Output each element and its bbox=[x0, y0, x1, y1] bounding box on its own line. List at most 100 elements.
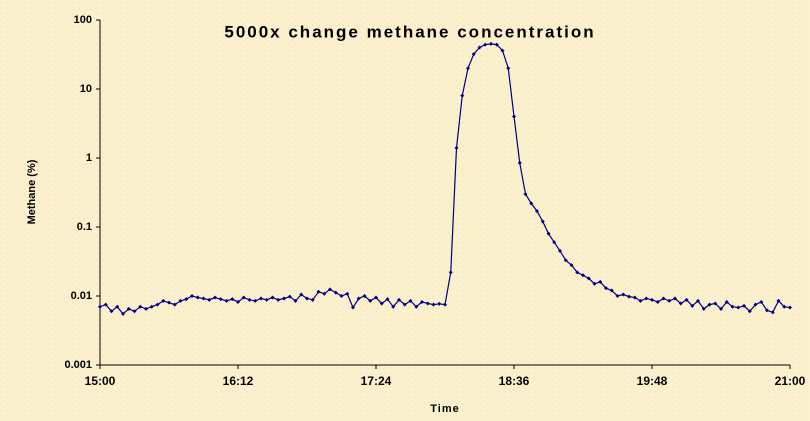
data-point bbox=[138, 304, 143, 309]
data-point bbox=[604, 286, 608, 291]
data-point bbox=[609, 288, 614, 293]
data-point bbox=[581, 273, 585, 278]
x-axis-label: Time bbox=[430, 403, 459, 415]
y-tick-label: 0.01 bbox=[71, 290, 92, 302]
data-point bbox=[443, 302, 447, 307]
data-point bbox=[546, 231, 551, 236]
data-point bbox=[126, 306, 131, 311]
data-point bbox=[747, 309, 752, 314]
data-point bbox=[287, 294, 292, 299]
data-point bbox=[753, 302, 758, 307]
data-point bbox=[690, 303, 695, 308]
data-point bbox=[339, 294, 344, 298]
data-point bbox=[661, 296, 666, 301]
data-point bbox=[149, 304, 154, 309]
data-point bbox=[345, 291, 350, 296]
data-point bbox=[207, 297, 212, 302]
y-tick-label: 0.1 bbox=[77, 221, 92, 233]
data-point bbox=[178, 298, 183, 303]
data-point bbox=[385, 297, 390, 302]
data-point bbox=[759, 299, 764, 304]
data-point bbox=[420, 299, 424, 304]
data-point bbox=[356, 296, 361, 301]
data-point bbox=[374, 295, 378, 300]
data-point bbox=[569, 263, 574, 268]
data-point bbox=[259, 296, 263, 301]
data-point bbox=[218, 297, 223, 302]
data-point bbox=[322, 291, 327, 296]
data-point bbox=[770, 310, 775, 315]
data-point bbox=[425, 301, 430, 306]
data-point bbox=[592, 281, 597, 286]
data-point bbox=[155, 302, 160, 307]
data-point bbox=[506, 66, 511, 71]
data-point bbox=[103, 302, 108, 307]
data-point bbox=[696, 298, 700, 303]
data-point bbox=[563, 258, 568, 263]
data-point bbox=[362, 294, 367, 298]
data-point bbox=[408, 298, 413, 303]
data-point bbox=[724, 299, 729, 304]
data-point bbox=[644, 296, 649, 301]
y-tick-label: 10 bbox=[80, 83, 92, 95]
data-point bbox=[552, 240, 557, 245]
data-point bbox=[167, 300, 171, 305]
data-point bbox=[494, 42, 499, 47]
data-point bbox=[230, 297, 235, 302]
data-point bbox=[655, 299, 660, 304]
data-point bbox=[736, 305, 741, 310]
data-point bbox=[460, 93, 465, 98]
data-point bbox=[558, 248, 562, 253]
data-point bbox=[650, 297, 654, 302]
data-point bbox=[586, 276, 591, 281]
data-point bbox=[305, 296, 309, 301]
data-point bbox=[247, 297, 252, 302]
data-point bbox=[241, 295, 246, 300]
data-point bbox=[190, 294, 194, 298]
data-point bbox=[471, 52, 476, 57]
data-point bbox=[765, 308, 769, 313]
data-point bbox=[701, 306, 706, 311]
data-point bbox=[454, 145, 459, 150]
data-point bbox=[132, 309, 137, 314]
data-point bbox=[477, 45, 482, 50]
data-point bbox=[575, 270, 580, 275]
data-point bbox=[535, 209, 539, 214]
data-point bbox=[391, 304, 396, 309]
data-point bbox=[742, 303, 746, 308]
data-point bbox=[638, 298, 643, 303]
data-point bbox=[627, 294, 631, 299]
y-tick-label: 100 bbox=[74, 14, 92, 26]
data-point bbox=[253, 298, 258, 303]
data-point bbox=[678, 301, 683, 306]
data-point bbox=[213, 295, 217, 300]
data-point bbox=[224, 298, 229, 303]
data-point bbox=[109, 309, 114, 314]
data-point bbox=[489, 41, 493, 46]
y-tick-label: 0.001 bbox=[64, 359, 92, 371]
data-point bbox=[282, 296, 286, 301]
data-point bbox=[523, 192, 528, 197]
data-point bbox=[713, 301, 718, 306]
y-axis-label: Methane (%) bbox=[26, 159, 38, 224]
data-point bbox=[379, 301, 384, 306]
data-point bbox=[276, 297, 281, 302]
data-point bbox=[448, 270, 453, 275]
data-point bbox=[483, 42, 488, 47]
data-point bbox=[316, 289, 321, 294]
data-point bbox=[201, 296, 206, 301]
data-point bbox=[466, 66, 470, 71]
data-point bbox=[632, 295, 637, 300]
data-point bbox=[98, 304, 102, 309]
data-point bbox=[264, 297, 269, 302]
data-point bbox=[500, 48, 505, 53]
data-point bbox=[172, 302, 177, 307]
chart-title: 5000x change methane concentration bbox=[224, 22, 595, 41]
x-tick-label: 18:36 bbox=[499, 374, 530, 388]
data-point bbox=[719, 306, 723, 311]
data-point bbox=[161, 298, 166, 303]
data-point bbox=[115, 304, 120, 309]
data-point bbox=[236, 299, 240, 304]
